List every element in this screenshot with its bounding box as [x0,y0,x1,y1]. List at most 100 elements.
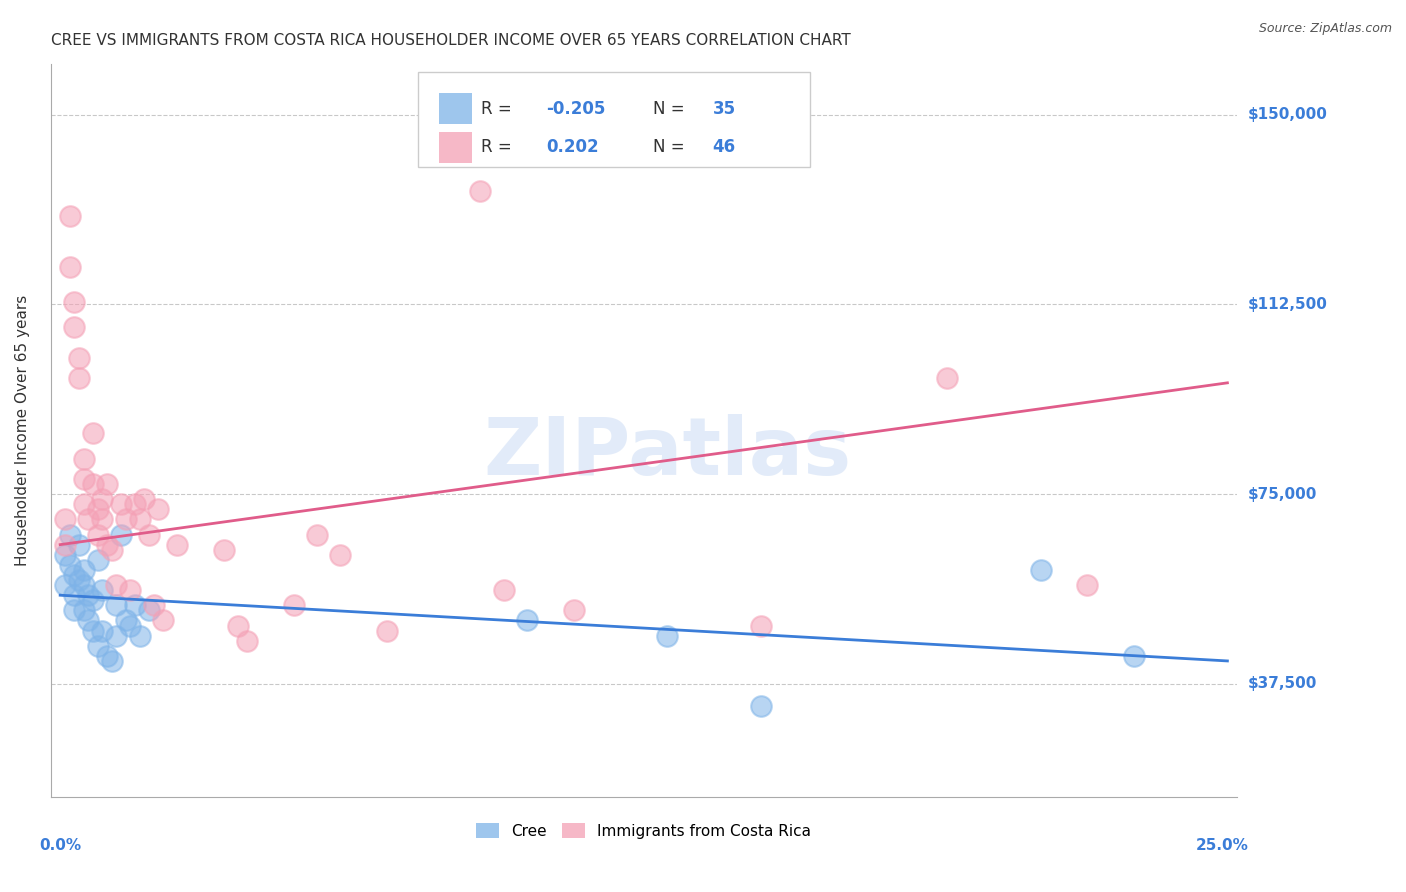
Point [53,548,76,562]
Point [1029,563,1052,577]
Point [67,371,90,385]
Point [86,502,108,516]
Point [128,512,150,526]
Point [86,639,108,653]
Point [63,588,86,602]
Point [105,599,128,613]
Point [1123,648,1146,663]
Point [63,568,86,582]
FancyBboxPatch shape [439,132,472,163]
Point [77,512,100,526]
Point [114,614,136,628]
Text: $112,500: $112,500 [1249,297,1327,312]
Point [96,477,118,491]
FancyBboxPatch shape [419,71,810,167]
Point [77,614,100,628]
Point [516,614,538,628]
Text: CREE VS IMMIGRANTS FROM COSTA RICA HOUSEHOLDER INCOME OVER 65 YEARS CORRELATION : CREE VS IMMIGRANTS FROM COSTA RICA HOUSE… [51,33,851,48]
Point [58,558,80,572]
Point [100,654,122,668]
Point [96,538,118,552]
Point [67,538,90,552]
Text: ZIPatlas: ZIPatlas [484,414,852,491]
Point [67,573,90,587]
Text: N =: N = [654,138,690,156]
Point [63,603,86,617]
Point [236,633,259,648]
Point [105,629,128,643]
Text: N =: N = [654,100,690,118]
Point [72,451,94,466]
Point [749,618,772,632]
Point [124,497,146,511]
Legend: Cree, Immigrants from Costa Rica: Cree, Immigrants from Costa Rica [470,816,817,845]
Point [120,583,142,598]
Point [82,593,104,607]
Point [120,618,142,632]
Text: 35: 35 [713,100,735,118]
Point [329,548,352,562]
Point [492,583,515,598]
Point [53,578,76,592]
Point [72,603,94,617]
Point [72,563,94,577]
Point [63,294,86,309]
Point [936,371,959,385]
Point [110,497,132,511]
Point [72,472,94,486]
Point [86,527,108,541]
Point [67,351,90,365]
Point [166,538,188,552]
Text: R =: R = [481,138,523,156]
Point [91,624,114,638]
Point [72,497,94,511]
Text: 46: 46 [713,138,735,156]
Y-axis label: Householder Income Over 65 years: Householder Income Over 65 years [15,295,30,566]
Point [82,624,104,638]
Text: Source: ZipAtlas.com: Source: ZipAtlas.com [1258,22,1392,36]
Point [82,477,104,491]
Point [77,588,100,602]
Point [562,603,585,617]
Point [470,184,492,198]
Point [91,492,114,507]
Point [53,512,76,526]
Point [749,699,772,714]
Point [58,209,80,223]
Text: $75,000: $75,000 [1249,486,1317,501]
Point [58,527,80,541]
Text: $150,000: $150,000 [1249,107,1327,122]
Point [138,527,160,541]
FancyBboxPatch shape [439,94,472,124]
Point [91,512,114,526]
Point [283,599,305,613]
Point [305,527,328,541]
Point [58,260,80,274]
Point [114,512,136,526]
Point [53,538,76,552]
Point [375,624,398,638]
Point [134,492,156,507]
Text: 25.0%: 25.0% [1195,838,1249,853]
Point [72,578,94,592]
Text: -0.205: -0.205 [547,100,606,118]
Text: R =: R = [481,100,517,118]
Point [148,502,170,516]
Point [142,599,165,613]
Text: 0.0%: 0.0% [39,838,82,853]
Point [110,527,132,541]
Point [212,542,235,557]
Point [105,578,128,592]
Point [128,629,150,643]
Point [226,618,249,632]
Point [96,648,118,663]
Point [124,599,146,613]
Point [100,542,122,557]
Point [1076,578,1098,592]
Point [152,614,174,628]
Point [63,320,86,334]
Point [138,603,160,617]
Point [655,629,678,643]
Point [91,583,114,598]
Text: 0.202: 0.202 [547,138,599,156]
